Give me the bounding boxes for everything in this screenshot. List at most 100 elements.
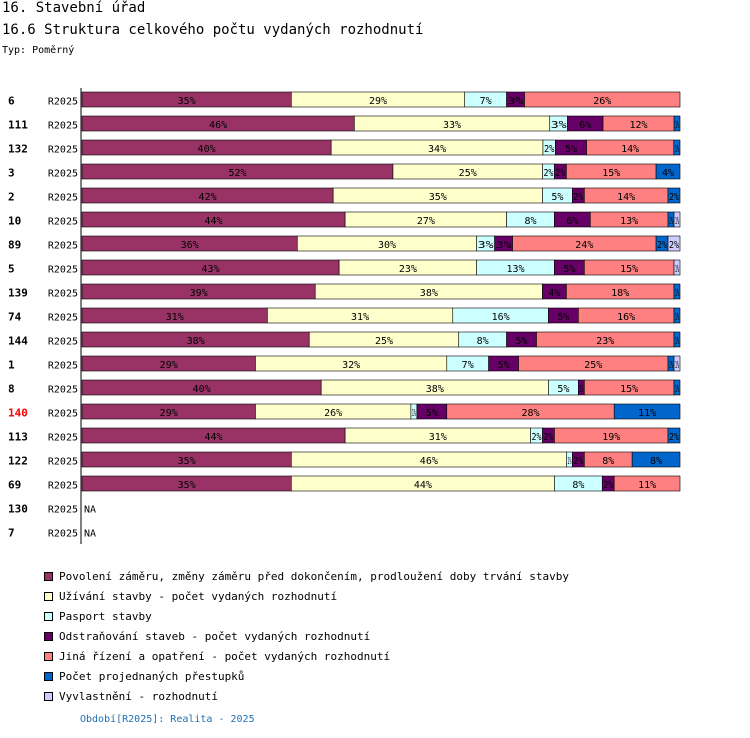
- data-label: 5%: [557, 312, 569, 323]
- period-label: R2025: [48, 193, 78, 204]
- data-label: 46%: [420, 456, 438, 467]
- bar-segment: [613, 403, 681, 420]
- data-label: 23%: [399, 264, 417, 275]
- data-label: 4%: [548, 288, 560, 299]
- category-label: 132: [8, 143, 28, 156]
- data-label: 28%: [521, 408, 539, 419]
- legend-swatch: [44, 651, 53, 661]
- data-label: 35%: [178, 480, 196, 491]
- legend-label: Vyvlastnění - rozhodnutí: [59, 689, 218, 703]
- data-label: 1%: [669, 360, 673, 371]
- category-label: 3: [8, 167, 15, 180]
- data-label: 1%: [675, 264, 679, 275]
- legend-label: Užívání stavby - počet vydaných rozhodnu…: [59, 589, 338, 603]
- data-label: 3%: [508, 96, 524, 107]
- data-label: 35%: [178, 96, 196, 107]
- bar-segment: [673, 355, 681, 372]
- na-label: NA: [84, 529, 96, 540]
- data-label: 2%: [669, 192, 679, 203]
- category-label: 140: [8, 407, 28, 420]
- data-label: 3%: [478, 240, 494, 251]
- data-label: 8%: [650, 456, 662, 467]
- na-label: NA: [84, 505, 96, 516]
- data-label: 2%: [657, 240, 667, 251]
- data-label: 2%: [603, 480, 613, 491]
- data-label: 4%: [662, 168, 674, 179]
- legend-swatch: [44, 691, 53, 701]
- legend-label: Jiná řízení a opatření - počet vydaných …: [59, 649, 391, 663]
- data-label: 1%: [675, 120, 679, 131]
- period-label: R2025: [48, 457, 78, 468]
- data-label: 18%: [611, 288, 629, 299]
- data-label: 2%: [543, 432, 553, 443]
- legend: Povolení záměru, změny záměru před dokon…: [44, 566, 569, 706]
- bar-segment: [524, 91, 681, 108]
- data-label: 30%: [378, 240, 396, 251]
- legend-item: Počet projednaných přestupků: [44, 666, 569, 686]
- period-label: R2025: [48, 361, 78, 372]
- data-label: 2%: [573, 456, 583, 467]
- data-label: 29%: [369, 96, 387, 107]
- data-label: 8%: [477, 336, 489, 347]
- category-label: 74: [8, 311, 22, 324]
- data-label: 26%: [324, 408, 342, 419]
- data-label: 32%: [342, 360, 360, 371]
- category-label: 130: [8, 503, 28, 516]
- period-label: R2025: [48, 145, 78, 156]
- legend-label: Pasport stavby: [59, 609, 152, 623]
- data-label: 6%: [579, 120, 591, 131]
- legend-item: Odstraňování staveb - počet vydaných roz…: [44, 626, 569, 646]
- data-label: 1%: [675, 336, 679, 347]
- data-label: 16%: [492, 312, 510, 323]
- data-label: 38%: [187, 336, 205, 347]
- category-label: 7: [8, 527, 15, 540]
- period-label: R2025: [48, 337, 78, 348]
- data-label: 11%: [638, 480, 656, 491]
- bar-segment: [673, 115, 681, 132]
- legend-item: Užívání stavby - počet vydaných rozhodnu…: [44, 586, 569, 606]
- legend-item: Vyvlastnění - rozhodnutí: [44, 686, 569, 706]
- data-label: 1%: [669, 216, 673, 227]
- data-label: 14%: [621, 144, 639, 155]
- data-label: 1%: [675, 216, 679, 227]
- chart-title: 16.6 Struktura celkového počtu vydaných …: [2, 22, 424, 38]
- data-label: 29%: [160, 360, 178, 371]
- period-label: R2025: [48, 529, 78, 540]
- category-label: 69: [8, 479, 21, 492]
- data-label: 52%: [228, 168, 246, 179]
- bar-segment: [655, 163, 681, 180]
- data-label: 44%: [205, 432, 223, 443]
- category-label: 1: [8, 359, 15, 372]
- legend-swatch: [44, 571, 53, 581]
- data-label: 3%: [496, 240, 512, 251]
- data-label: 25%: [459, 168, 477, 179]
- category-label: 5: [8, 263, 15, 276]
- data-label: 19%: [602, 432, 620, 443]
- period-footer: Období[R2025]: Realita - 2025: [80, 714, 255, 725]
- bar-segment: [667, 235, 681, 252]
- data-label: 2%: [573, 192, 583, 203]
- data-label: 34%: [428, 144, 446, 155]
- data-label: 8%: [524, 216, 536, 227]
- data-label: 1%: [579, 384, 583, 395]
- data-label: 13%: [620, 216, 638, 227]
- period-label: R2025: [48, 481, 78, 492]
- data-label: 1%: [412, 408, 416, 419]
- data-label: 13%: [507, 264, 525, 275]
- data-label: 1%: [675, 384, 679, 395]
- bar-segment: [673, 139, 681, 156]
- category-label: 8: [8, 383, 15, 396]
- period-label: R2025: [48, 433, 78, 444]
- period-label: R2025: [48, 97, 78, 108]
- legend-item: Pasport stavby: [44, 606, 569, 626]
- data-label: 44%: [205, 216, 223, 227]
- data-label: 3%: [551, 120, 567, 131]
- category-label: 111: [8, 119, 28, 132]
- data-label: 5%: [557, 384, 569, 395]
- data-label: 25%: [584, 360, 602, 371]
- data-label: 44%: [414, 480, 432, 491]
- legend-swatch: [44, 671, 53, 681]
- data-label: 7%: [480, 96, 492, 107]
- data-label: 35%: [178, 456, 196, 467]
- data-label: 12%: [630, 120, 648, 131]
